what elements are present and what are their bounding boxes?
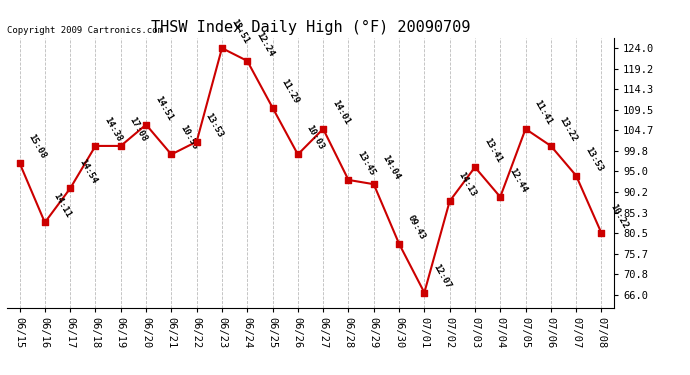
Point xyxy=(419,290,430,296)
Point xyxy=(90,143,101,149)
Text: 14:54: 14:54 xyxy=(77,158,99,186)
Text: 13:53: 13:53 xyxy=(583,145,604,173)
Point xyxy=(495,194,506,200)
Text: 11:41: 11:41 xyxy=(533,98,554,126)
Point xyxy=(596,230,607,236)
Text: 14:38: 14:38 xyxy=(102,116,124,143)
Text: 13:45: 13:45 xyxy=(355,149,377,177)
Text: 14:11: 14:11 xyxy=(52,192,73,220)
Text: 12:07: 12:07 xyxy=(431,262,453,290)
Text: 14:13: 14:13 xyxy=(457,171,478,198)
Point xyxy=(393,241,404,247)
Point xyxy=(545,143,556,149)
Point xyxy=(14,160,25,166)
Point xyxy=(141,122,152,128)
Point xyxy=(571,173,582,179)
Point xyxy=(317,126,328,132)
Text: 10:03: 10:03 xyxy=(305,124,326,152)
Text: 13:41: 13:41 xyxy=(482,136,503,164)
Point xyxy=(115,143,126,149)
Point xyxy=(39,219,50,225)
Text: 12:44: 12:44 xyxy=(507,166,529,194)
Point xyxy=(293,152,304,157)
Point xyxy=(241,58,253,64)
Text: 12:24: 12:24 xyxy=(254,30,275,58)
Text: 09:43: 09:43 xyxy=(406,213,427,241)
Point xyxy=(166,152,177,157)
Text: 13:51: 13:51 xyxy=(229,18,250,45)
Text: 14:04: 14:04 xyxy=(381,154,402,182)
Point xyxy=(217,45,228,51)
Point xyxy=(444,198,455,204)
Point xyxy=(469,164,480,170)
Text: 10:22: 10:22 xyxy=(609,202,630,230)
Point xyxy=(520,126,531,132)
Point xyxy=(267,105,278,111)
Point xyxy=(368,181,380,187)
Text: 13:53: 13:53 xyxy=(204,111,225,139)
Text: 13:22: 13:22 xyxy=(558,116,579,143)
Text: 10:55: 10:55 xyxy=(178,124,199,152)
Text: 17:08: 17:08 xyxy=(128,116,149,143)
Point xyxy=(65,186,76,192)
Point xyxy=(191,139,202,145)
Text: 14:51: 14:51 xyxy=(153,94,175,122)
Text: 14:01: 14:01 xyxy=(330,98,351,126)
Text: Copyright 2009 Cartronics.com: Copyright 2009 Cartronics.com xyxy=(7,26,163,35)
Title: THSW Index Daily High (°F) 20090709: THSW Index Daily High (°F) 20090709 xyxy=(151,20,470,35)
Point xyxy=(343,177,354,183)
Text: 11:29: 11:29 xyxy=(279,77,301,105)
Text: 15:08: 15:08 xyxy=(26,132,48,160)
